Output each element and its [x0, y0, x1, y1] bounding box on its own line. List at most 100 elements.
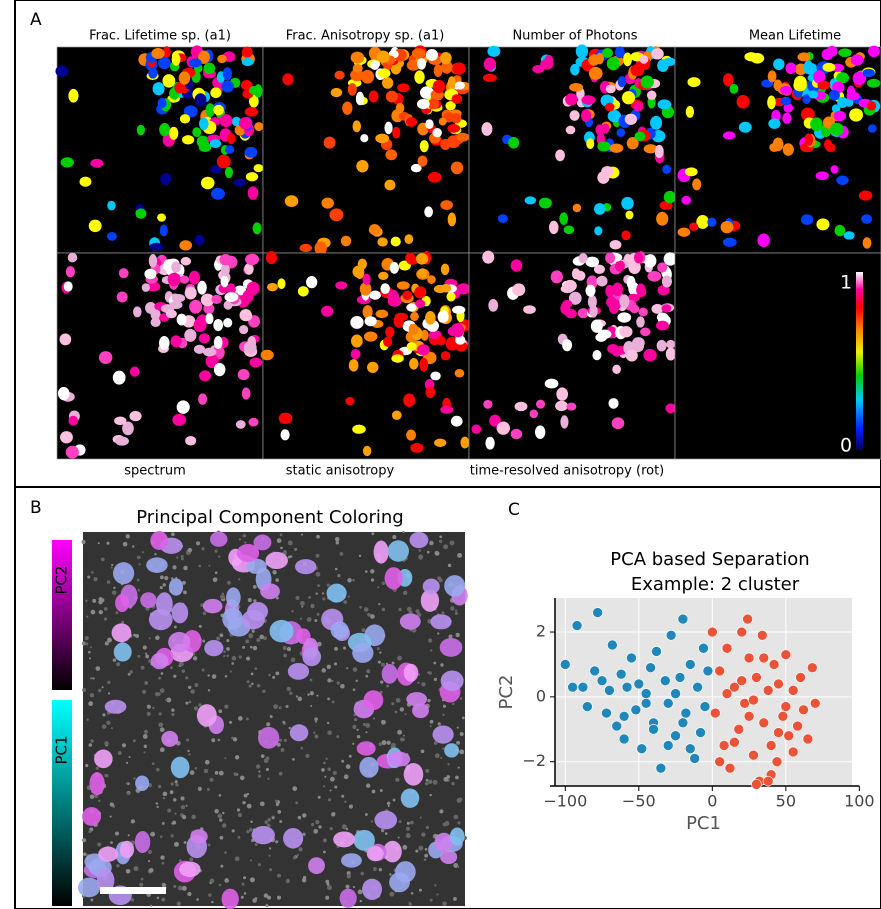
- scale-bar: [100, 887, 166, 894]
- texture: [251, 683, 253, 685]
- cell-blob: [249, 358, 262, 368]
- cell-blob: [181, 257, 191, 265]
- texture: [387, 802, 390, 805]
- cell-blob: [390, 262, 399, 274]
- cell-blob: [238, 369, 250, 380]
- cell-blob: [364, 690, 384, 710]
- cell-blob: [450, 828, 465, 846]
- data-point: [707, 627, 717, 637]
- texture: [349, 805, 353, 809]
- cell-blob: [785, 63, 796, 75]
- texture: [287, 687, 291, 691]
- texture: [163, 583, 166, 586]
- texture: [447, 763, 449, 765]
- texture: [313, 829, 318, 834]
- texture: [386, 684, 389, 687]
- texture: [96, 767, 99, 770]
- cell-blob: [242, 610, 265, 629]
- cell-blob: [851, 54, 864, 65]
- cell-blob: [252, 826, 275, 844]
- cell-blob: [236, 420, 246, 429]
- texture: [107, 580, 111, 584]
- cell-blob: [365, 316, 377, 326]
- cell-blob: [66, 266, 75, 277]
- cell-blob: [447, 124, 460, 133]
- cell-blob: [194, 93, 206, 106]
- cell-blob: [247, 282, 260, 295]
- texture: [222, 823, 226, 827]
- cell-blob: [573, 204, 581, 213]
- data-point: [763, 776, 773, 786]
- cell-blob: [211, 295, 222, 304]
- cell-blob: [240, 312, 252, 321]
- texture: [282, 721, 285, 724]
- cell-blob: [662, 275, 672, 287]
- cell-blob: [210, 87, 221, 98]
- texture: [160, 835, 163, 838]
- cell-blob: [172, 53, 181, 66]
- cell-blob: [532, 65, 544, 73]
- texture: [399, 820, 402, 823]
- texture: [176, 556, 178, 558]
- cell-blob: [352, 425, 366, 434]
- cell-blob: [723, 238, 737, 247]
- texture: [129, 756, 131, 758]
- texture: [121, 621, 124, 624]
- texture: [171, 708, 174, 711]
- data-point: [759, 653, 769, 663]
- cell-blob: [298, 286, 309, 296]
- texture: [193, 656, 197, 660]
- cell-blob: [678, 227, 691, 236]
- cell-blob: [120, 841, 134, 859]
- texture: [181, 805, 185, 809]
- image-title: Mean Lifetime: [749, 29, 841, 44]
- texture: [392, 535, 396, 539]
- texture: [321, 768, 325, 772]
- data-point: [715, 666, 725, 676]
- texture: [220, 594, 225, 599]
- y-tick-label: 0: [536, 686, 546, 705]
- cell-blob: [242, 387, 251, 399]
- cell-blob: [222, 608, 243, 630]
- texture: [370, 614, 375, 619]
- texture: [364, 607, 369, 612]
- cell-blob: [835, 225, 846, 236]
- texture: [289, 691, 293, 695]
- cell-blob: [417, 344, 430, 355]
- texture: [442, 714, 444, 716]
- cell-blob: [641, 75, 654, 88]
- cell-blob: [357, 741, 376, 755]
- cell-blob: [417, 99, 430, 109]
- data-point: [646, 663, 656, 673]
- texture: [443, 823, 447, 827]
- texture: [317, 584, 320, 587]
- texture: [90, 899, 93, 902]
- cell-blob: [248, 418, 258, 427]
- texture: [322, 668, 326, 672]
- cell-blob: [170, 301, 183, 309]
- texture: [162, 883, 166, 887]
- cell-blob: [382, 664, 398, 684]
- texture: [93, 577, 97, 581]
- cell-blob: [340, 889, 357, 908]
- texture: [455, 776, 459, 780]
- texture: [141, 878, 144, 881]
- cell-blob: [79, 177, 91, 187]
- texture: [88, 830, 91, 833]
- cell-blob: [55, 65, 68, 77]
- texture: [171, 782, 174, 785]
- data-point: [751, 672, 761, 682]
- texture: [307, 617, 312, 622]
- cell-blob: [385, 567, 403, 589]
- data-point: [560, 659, 570, 669]
- cell-blob: [113, 562, 134, 584]
- texture: [450, 540, 455, 545]
- cell-blob: [244, 341, 257, 354]
- texture: [187, 892, 191, 896]
- texture: [98, 542, 100, 544]
- texture: [248, 598, 252, 602]
- cell-blob: [168, 632, 190, 653]
- cell-blob: [566, 403, 576, 411]
- texture: [343, 600, 347, 604]
- cell-blob: [589, 305, 597, 317]
